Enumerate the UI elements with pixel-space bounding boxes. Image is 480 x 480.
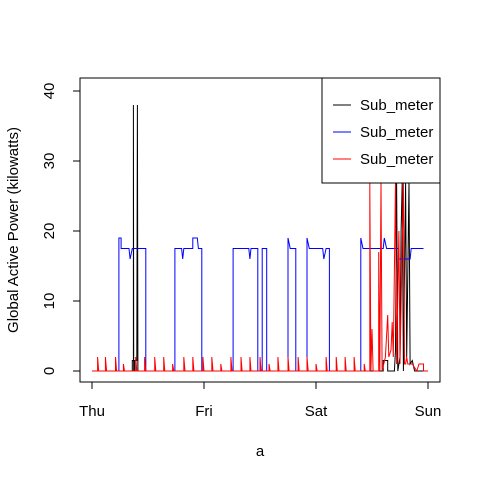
y-axis-label: Global Active Power (kilowatts) [5, 127, 22, 333]
legend-label: Sub_meter [360, 97, 433, 114]
legend-label: Sub_meter [360, 151, 433, 168]
legend-box [321, 77, 441, 184]
x-tick-label: Sat [305, 403, 328, 420]
x-tick-label: Fri [195, 403, 213, 420]
y-axis: 0 10 20 30 40 [41, 83, 81, 375]
legend-label: Sub_meter [360, 124, 433, 141]
y-tick-label: 0 [41, 367, 58, 375]
series-layer [92, 104, 428, 373]
y-tick-label: 30 [41, 153, 58, 170]
legend-items: Sub_meter Sub_meter Sub_meter [333, 97, 433, 168]
series-line-3 [92, 181, 428, 373]
y-tick-label: 10 [41, 293, 58, 310]
x-tick-label: Thu [79, 403, 105, 420]
x-tick-label: Sun [415, 403, 442, 420]
y-tick-label: 20 [41, 223, 58, 240]
x-axis: Thu Fri Sat Sun [79, 381, 442, 420]
legend: Sub_meter Sub_meter Sub_meter [321, 77, 441, 184]
y-tick-label: 40 [41, 83, 58, 100]
series-line-2 [92, 237, 424, 372]
x-axis-label: a [256, 443, 265, 460]
